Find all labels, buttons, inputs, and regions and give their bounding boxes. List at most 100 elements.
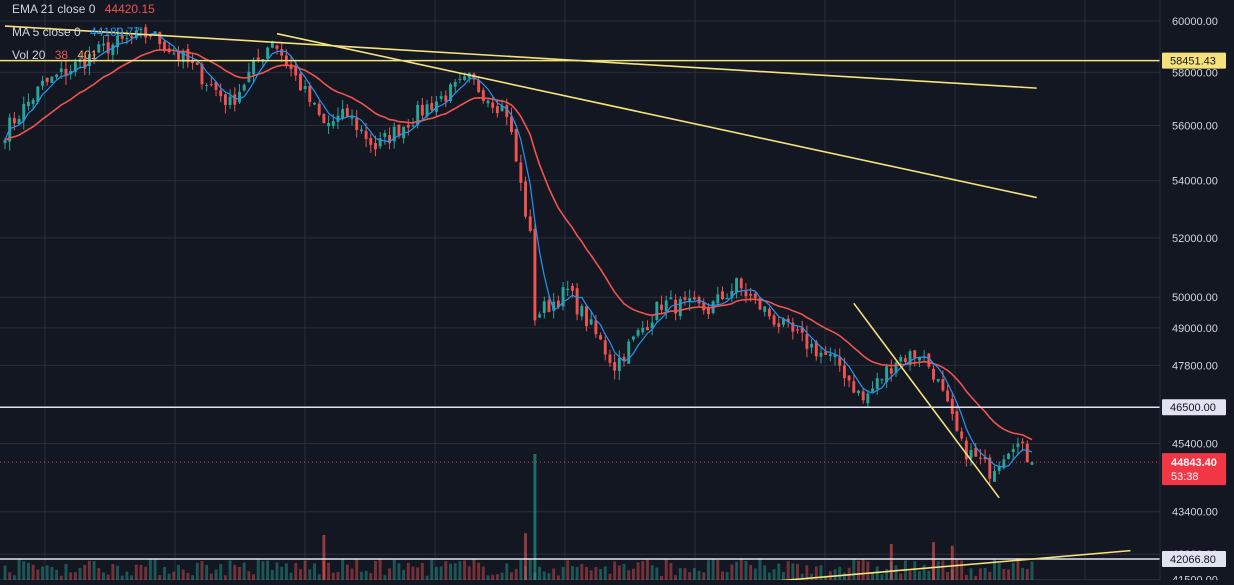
candle-body: [913, 350, 917, 358]
level-label-box[interactable]: [1162, 52, 1226, 69]
legend-vol[interactable]: Vol 20 38 401: [12, 47, 103, 63]
candle-body: [946, 390, 950, 402]
volume-bar: [388, 568, 391, 580]
volume-bar: [913, 561, 917, 580]
volume-bar: [974, 575, 978, 580]
trendline[interactable]: [276, 32, 1037, 199]
candle-body: [214, 81, 218, 90]
candle-body: [655, 301, 659, 320]
candle-body: [739, 278, 743, 289]
volume-bar: [721, 571, 724, 580]
volume-bar: [664, 559, 668, 580]
volume-bar: [87, 560, 91, 580]
candle-body: [420, 104, 424, 116]
candle-body: [917, 357, 921, 361]
volume-bar: [31, 564, 35, 580]
candle-body: [162, 41, 166, 52]
candle-body: [688, 298, 692, 302]
candle-body: [683, 297, 687, 300]
volume-bar: [561, 566, 565, 580]
candle-body: [857, 390, 860, 394]
candle-body: [1002, 459, 1006, 468]
volume-bar: [228, 560, 232, 580]
level-label-box[interactable]: [1162, 551, 1226, 567]
volume-bar: [205, 565, 209, 580]
volume-bar: [964, 574, 968, 580]
candle-body: [899, 357, 903, 362]
volume-bar: [219, 564, 223, 580]
trendlines[interactable]: [4, 25, 1131, 585]
candle-body: [744, 291, 748, 297]
volume-bar: [181, 569, 185, 580]
current-price-box[interactable]: [1162, 453, 1226, 486]
candle-body: [505, 105, 509, 117]
volume-bar: [777, 563, 781, 580]
volume-bar: [547, 573, 551, 580]
volume-bar: [355, 558, 359, 580]
volume-bar: [209, 573, 213, 580]
candle-body: [331, 121, 335, 126]
volume-bar: [148, 558, 152, 580]
volume-bar: [997, 563, 1001, 580]
candle-body: [116, 35, 120, 48]
volume-bar: [78, 567, 82, 580]
candle-body: [758, 298, 762, 310]
candle-body: [31, 99, 35, 105]
candle-body: [805, 334, 809, 349]
candle-body: [463, 76, 467, 80]
volume-bar: [162, 566, 166, 580]
candle-body: [350, 116, 354, 119]
volume-bar: [847, 567, 851, 580]
horizontal-levels[interactable]: [0, 59, 1160, 560]
candle-body: [974, 447, 978, 457]
volume-bar: [969, 568, 973, 580]
volume-bar: [627, 570, 631, 580]
volume-bar: [730, 564, 734, 580]
volume-bar: [233, 564, 237, 580]
candle-body: [191, 60, 195, 63]
candle-body: [430, 103, 434, 111]
candle-body: [528, 216, 532, 231]
volume-bar: [120, 575, 124, 580]
candle-body: [64, 68, 68, 77]
volume-bar: [674, 575, 678, 580]
candle-body: [810, 343, 814, 348]
legend-vol-v2: 401: [77, 48, 98, 62]
volume-bar: [1011, 562, 1015, 580]
candle-body: [927, 353, 931, 367]
legend-ma[interactable]: MA 5 close 0 44189.77: [12, 24, 146, 40]
candle-body: [36, 86, 40, 102]
volume-bar: [678, 568, 682, 580]
volume-bar: [289, 572, 293, 580]
candle-body: [552, 301, 556, 311]
candle-body: [336, 115, 340, 122]
volume-bar: [885, 568, 889, 580]
volume-bar: [453, 563, 457, 580]
volume-bar: [660, 575, 663, 580]
volume-bar: [8, 572, 12, 580]
volume-bar: [116, 565, 120, 580]
candle-body: [1025, 443, 1029, 463]
volume-bar: [92, 560, 96, 580]
candle-body: [280, 49, 284, 56]
trendline[interactable]: [853, 302, 1000, 499]
volume-bar: [17, 558, 21, 580]
volume-bar: [542, 571, 546, 580]
candle-body: [847, 375, 851, 381]
volume-bar: [725, 572, 729, 580]
volume-bar: [824, 575, 828, 580]
candle-body: [397, 124, 401, 137]
legend-ema[interactable]: EMA 21 close 0 44420.15: [12, 1, 161, 17]
candle-body: [988, 457, 992, 479]
price-axis[interactable]: 60000.00 58000.00 56000.00 54000.00 52000.00…: [1159, 0, 1234, 585]
candle-body: [181, 51, 185, 62]
volume-bar: [838, 566, 842, 580]
level-label: 42066.80: [1170, 554, 1216, 566]
level-label-box[interactable]: [1162, 399, 1226, 416]
volume-bar: [134, 564, 138, 580]
candle-body: [777, 323, 781, 327]
trendline[interactable]: [4, 25, 1037, 89]
volume-bar: [36, 569, 40, 580]
